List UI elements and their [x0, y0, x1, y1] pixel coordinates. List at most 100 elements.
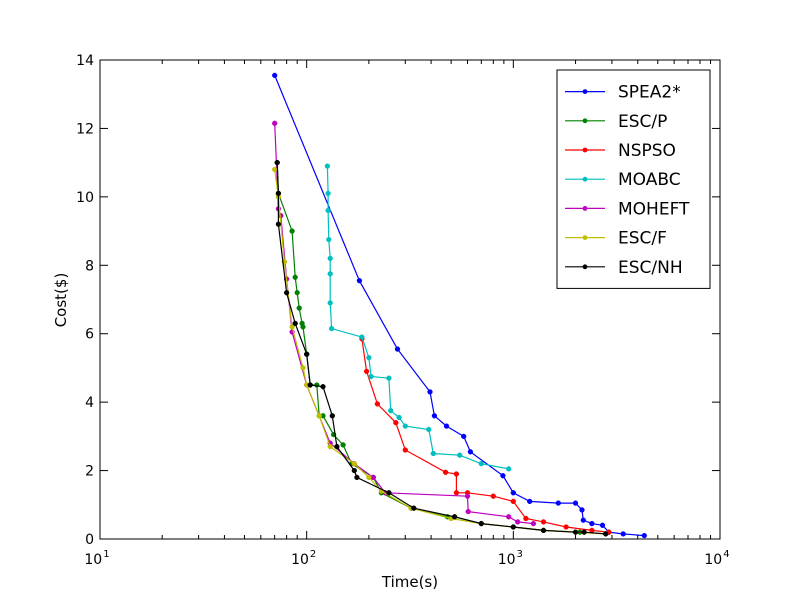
data-point: [641, 532, 647, 539]
legend-marker: [582, 176, 588, 182]
data-point: [402, 447, 408, 453]
data-point: [289, 228, 295, 234]
data-point: [580, 517, 586, 523]
data-point: [581, 529, 587, 535]
data-point: [272, 72, 278, 79]
data-point: [523, 515, 529, 522]
data-point: [396, 414, 402, 421]
data-point: [300, 365, 306, 371]
data-point: [442, 469, 449, 475]
legend-item: ESC/P: [565, 112, 667, 132]
data-point: [368, 373, 374, 380]
x-tick-exponent: 1: [103, 549, 109, 560]
legend-item: MOABC: [565, 170, 681, 190]
data-point: [527, 498, 533, 505]
data-point: [354, 474, 360, 481]
x-axis-label: Time(s): [381, 573, 438, 591]
data-point: [325, 190, 331, 197]
data-point: [334, 443, 340, 450]
data-point: [292, 274, 298, 280]
series-layer: [272, 72, 647, 539]
series-0: [272, 72, 647, 539]
data-point: [467, 449, 474, 455]
data-point: [320, 384, 326, 390]
y-tick-label: 14: [76, 53, 94, 69]
data-point: [589, 520, 595, 527]
y-tick-label: 4: [85, 395, 94, 411]
data-point: [393, 420, 399, 426]
data-point: [327, 443, 333, 450]
legend-item: ESC/NH: [565, 258, 683, 278]
data-point: [304, 351, 310, 357]
x-tick-exponent: 2: [310, 549, 316, 560]
legend-label: ESC/F: [618, 229, 667, 249]
y-tick-labels: 0 2 4 6 8 10 12 14: [76, 53, 94, 548]
data-point: [296, 305, 302, 311]
data-point: [620, 531, 626, 537]
legend-marker: [582, 118, 588, 124]
series-line: [326, 166, 509, 470]
data-point: [402, 423, 408, 429]
data-point: [289, 324, 295, 330]
data-point: [275, 190, 282, 197]
legend-label: MOHEFT: [618, 199, 690, 219]
x-tick-label: 104: [704, 549, 729, 568]
legend-item: NSPSO: [565, 141, 676, 161]
data-point: [327, 271, 333, 277]
data-point: [411, 505, 417, 511]
data-point: [329, 413, 335, 419]
data-point: [374, 401, 381, 407]
legend-marker: [582, 235, 588, 241]
legend-item: ESC/F: [565, 229, 667, 249]
x-tick-label: 102: [291, 549, 316, 568]
data-point: [431, 413, 438, 419]
legend-label: ESC/NH: [618, 258, 683, 278]
x-tick-exponent: 3: [517, 549, 523, 560]
data-point: [530, 520, 537, 527]
data-point: [579, 507, 585, 513]
data-point: [351, 467, 357, 474]
x-tick-exponent: 4: [723, 549, 729, 560]
data-point: [386, 490, 392, 496]
data-point: [510, 490, 516, 496]
data-point: [351, 461, 357, 467]
data-point: [500, 473, 506, 479]
data-point: [394, 346, 401, 352]
legend-label: NSPSO: [618, 141, 676, 161]
data-point: [427, 389, 433, 395]
data-point: [510, 498, 516, 505]
data-point: [603, 531, 609, 537]
data-point: [363, 368, 370, 375]
series-3: [324, 163, 512, 472]
data-point: [275, 221, 282, 227]
series-2: [359, 336, 612, 535]
data-point: [327, 255, 333, 262]
y-axis-label: Cost($): [52, 273, 70, 328]
data-point: [430, 450, 436, 457]
data-point: [359, 334, 365, 340]
legend-label: MOABC: [618, 170, 681, 190]
data-point: [328, 325, 335, 332]
data-point: [356, 278, 363, 284]
data-point: [366, 355, 372, 361]
data-point: [451, 514, 458, 520]
data-point: [540, 527, 547, 534]
data-point: [340, 442, 346, 448]
x-tick-labels: 101 102 103 104: [84, 549, 729, 568]
legend-label: SPEA2*: [618, 83, 681, 103]
data-point: [272, 166, 278, 173]
series-line: [361, 338, 609, 533]
data-point: [572, 529, 579, 535]
legend-item: MOHEFT: [565, 199, 690, 219]
data-point: [325, 207, 331, 214]
data-point: [388, 408, 394, 414]
data-point: [300, 324, 306, 330]
data-point: [457, 452, 463, 458]
legend-marker: [582, 89, 588, 94]
data-point: [478, 520, 484, 527]
data-point: [274, 159, 280, 166]
tick-layer: [99, 59, 721, 540]
data-point: [461, 433, 467, 440]
data-point: [324, 163, 331, 169]
data-point: [272, 120, 278, 126]
